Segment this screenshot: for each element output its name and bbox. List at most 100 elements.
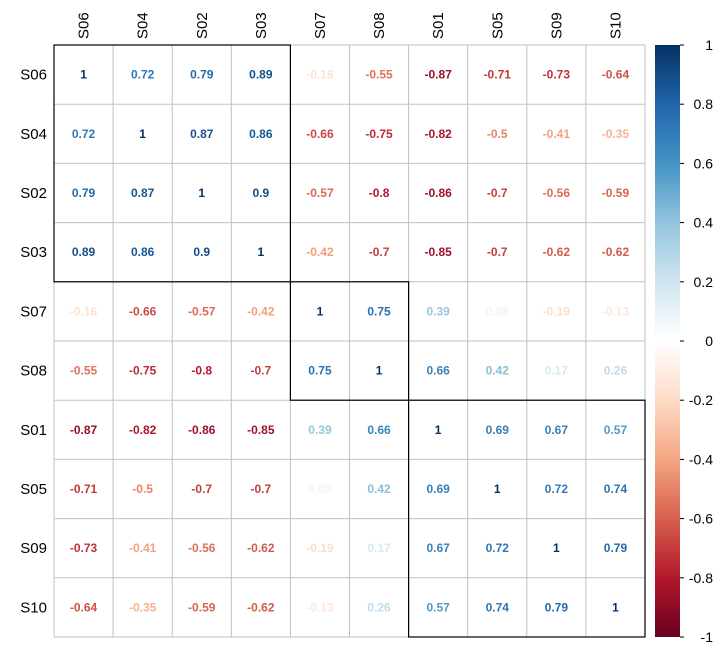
cell-value-S02-S01: -0.86	[424, 186, 452, 200]
row-label-S06: S06	[20, 67, 47, 84]
cell-value-S05-S03: -0.7	[251, 482, 272, 496]
col-label-S10: S10	[607, 12, 624, 39]
cell-value-S01-S07: 0.39	[308, 423, 332, 437]
cell-value-S06-S09: -0.73	[543, 68, 571, 82]
cell-value-S09-S03: -0.62	[247, 541, 275, 555]
cell-value-S02-S08: -0.8	[369, 186, 390, 200]
cell-value-S10-S10: 1	[612, 600, 619, 614]
cell-value-S08-S07: 0.75	[308, 364, 332, 378]
col-label-S02: S02	[194, 12, 211, 39]
colorbar-tick-label: 0.4	[694, 215, 714, 231]
row-label-S01: S01	[20, 422, 47, 439]
cell-value-S10-S04: -0.35	[129, 600, 157, 614]
cell-value-S03-S07: -0.42	[306, 245, 334, 259]
cell-value-S04-S06: 0.72	[72, 127, 96, 141]
colorbar-tick-label: -0.4	[689, 451, 713, 467]
cell-value-S04-S01: -0.82	[424, 127, 452, 141]
cell-value-S03-S09: -0.62	[543, 245, 571, 259]
cell-value-S08-S06: -0.55	[70, 364, 98, 378]
axis-labels: S06 S06 S04 S04 S02 S02 S03 S03 S07 S07 S08 S08 S01 S…	[20, 12, 624, 616]
col-label-S01: S01	[430, 12, 447, 39]
cell-value-S05-S05: 1	[494, 482, 501, 496]
cell-value-S08-S08: 1	[376, 364, 383, 378]
cell-value-S07-S09: -0.19	[543, 304, 571, 318]
col-label-S04: S04	[135, 12, 152, 39]
row-label-S03: S03	[20, 244, 47, 261]
cell-value-S01-S10: 0.57	[604, 423, 628, 437]
colorbar-tick-label: -0.8	[689, 570, 713, 586]
cell-value-S02-S06: 0.79	[72, 186, 96, 200]
cell-value-S03-S06: 0.89	[72, 245, 96, 259]
colorbar-tick-label: 0.2	[694, 274, 714, 290]
cell-value-S03-S10: -0.62	[602, 245, 630, 259]
cell-value-S02-S09: -0.56	[543, 186, 571, 200]
cell-value-S07-S05: 0.08	[486, 304, 510, 318]
row-label-S05: S05	[20, 481, 47, 498]
cell-value-S05-S02: -0.7	[191, 482, 212, 496]
cell-value-S04-S04: 1	[139, 127, 146, 141]
cell-value-S07-S01: 0.39	[426, 304, 450, 318]
cell-value-S09-S04: -0.41	[129, 541, 157, 555]
row-label-S09: S09	[20, 540, 47, 557]
cell-value-S04-S03: 0.86	[249, 127, 273, 141]
row-label-S08: S08	[20, 363, 47, 380]
cell-value-S06-S03: 0.89	[249, 68, 273, 82]
cell-value-S03-S08: -0.7	[369, 245, 390, 259]
cell-value-S05-S06: -0.71	[70, 482, 98, 496]
cell-value-S09-S08: 0.17	[367, 541, 391, 555]
cell-value-S05-S10: 0.74	[604, 482, 628, 496]
colorbar-tick-label: -1	[701, 629, 714, 645]
cell-value-S02-S02: 1	[198, 186, 205, 200]
row-label-S07: S07	[20, 303, 47, 320]
row-label-S02: S02	[20, 185, 47, 202]
cell-value-S09-S02: -0.56	[188, 541, 216, 555]
cell-value-S07-S02: -0.57	[188, 304, 216, 318]
cell-value-S10-S07: -0.13	[306, 600, 334, 614]
cell-value-S01-S09: 0.67	[545, 423, 569, 437]
cell-value-S06-S02: 0.79	[190, 68, 214, 82]
col-label-S05: S05	[489, 12, 506, 39]
cell-value-S08-S10: 0.26	[604, 364, 628, 378]
cell-value-S01-S06: -0.87	[70, 423, 98, 437]
cell-value-S10-S05: 0.74	[486, 600, 510, 614]
cell-value-S07-S08: 0.75	[367, 304, 391, 318]
row-label-S10: S10	[20, 599, 47, 616]
cell-value-S10-S06: -0.64	[70, 600, 98, 614]
cell-value-S03-S01: -0.85	[424, 245, 452, 259]
cluster-box-1	[53, 44, 291, 283]
colorbar-tick-label: 0.8	[694, 96, 714, 112]
cell-value-S09-S01: 0.67	[426, 541, 450, 555]
col-label-S08: S08	[371, 12, 388, 39]
cell-value-S08-S01: 0.66	[426, 364, 450, 378]
cell-value-S10-S08: 0.26	[367, 600, 391, 614]
col-label-S03: S03	[253, 12, 270, 39]
cell-value-S02-S07: -0.57	[306, 186, 334, 200]
cell-value-S05-S07: 0.08	[308, 482, 332, 496]
cell-value-S05-S09: 0.72	[545, 482, 569, 496]
cell-value-S04-S09: -0.41	[543, 127, 571, 141]
cluster-box-3	[408, 399, 646, 638]
cell-value-S02-S04: 0.87	[131, 186, 155, 200]
cell-value-S10-S03: -0.62	[247, 600, 275, 614]
cell-value-S08-S05: 0.42	[486, 364, 510, 378]
col-label-S07: S07	[312, 12, 329, 39]
cell-value-S03-S02: 0.9	[193, 245, 210, 259]
colorbar-tick-label: -0.6	[689, 511, 713, 527]
cell-value-S09-S07: -0.19	[306, 541, 334, 555]
cell-value-S06-S07: -0.16	[306, 68, 334, 82]
cell-value-S09-S06: -0.73	[70, 541, 98, 555]
cell-value-S02-S03: 0.9	[253, 186, 270, 200]
cell-value-S09-S09: 1	[553, 541, 560, 555]
cell-value-S01-S01: 1	[435, 423, 442, 437]
cell-value-S08-S02: -0.8	[191, 364, 212, 378]
col-label-S09: S09	[548, 12, 565, 39]
cell-value-S10-S02: -0.59	[188, 600, 216, 614]
cell-value-S06-S01: -0.87	[424, 68, 452, 82]
cell-value-S09-S05: 0.72	[486, 541, 510, 555]
cell-value-S04-S08: -0.75	[365, 127, 393, 141]
cell-value-S05-S08: 0.42	[367, 482, 391, 496]
cell-value-S08-S03: -0.7	[251, 364, 272, 378]
cell-value-S07-S03: -0.42	[247, 304, 275, 318]
row-label-S04: S04	[20, 126, 47, 143]
